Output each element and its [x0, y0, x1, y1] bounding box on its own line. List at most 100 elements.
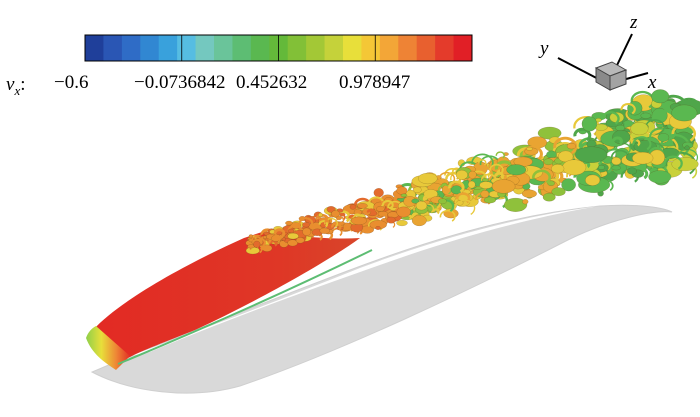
vortex-blob — [331, 210, 340, 218]
colorbar-cell — [140, 35, 160, 61]
vortex-blob — [295, 237, 305, 244]
vortex-blob — [630, 138, 641, 147]
vortex-blob — [479, 181, 493, 189]
colorbar-cell — [214, 35, 233, 61]
vortex-blob — [684, 145, 690, 151]
colorbar-tick-label-0: −0.6 — [54, 72, 89, 93]
vortex-blob — [248, 234, 254, 239]
vortex-blob — [417, 172, 438, 185]
colorbar-cell — [287, 35, 307, 61]
variable-separator: : — [20, 74, 26, 95]
vortex-blob — [281, 237, 286, 242]
vortex-blob — [262, 235, 267, 240]
body-upper-surface — [93, 232, 360, 364]
vortex-blob — [432, 208, 440, 215]
colorbar-tick-label-2: 0.452632 — [236, 72, 308, 93]
vortex-blob — [626, 167, 638, 175]
vortex-blob — [612, 136, 623, 145]
vortex-blob — [574, 146, 608, 163]
vortex-blob — [375, 226, 381, 230]
vortex-blob — [412, 186, 422, 194]
vortex-blob — [645, 119, 665, 134]
colorbar-tick-label-1: −0.0736842 — [134, 72, 226, 93]
axis-label-y: y — [540, 38, 549, 59]
vortex-blob — [671, 157, 699, 172]
colorbar-cell — [324, 35, 344, 61]
vortex-blob — [411, 198, 420, 204]
colorbar-cell — [306, 35, 326, 61]
vortex-blob — [611, 165, 622, 171]
vortex-blob — [376, 205, 385, 212]
vortex-blob — [481, 178, 489, 182]
vortex-blob — [400, 193, 408, 198]
vortex-blob — [657, 133, 670, 142]
vortex-structures — [245, 89, 700, 255]
vortex-blob — [396, 219, 408, 227]
body-underside — [90, 204, 673, 394]
vortex-blob — [302, 221, 311, 228]
vortex-blob — [467, 180, 476, 189]
vortex-blob — [676, 148, 698, 165]
vortex-blob — [495, 151, 506, 159]
vortex-blob — [439, 209, 456, 222]
vortex-blob — [620, 102, 636, 115]
vortex-blob — [302, 227, 312, 236]
vortex-blob — [454, 199, 476, 215]
vortex-blob — [287, 232, 299, 240]
vortex-blob — [611, 157, 622, 166]
colorbar-cell — [361, 35, 381, 61]
colorbar-cell — [250, 35, 270, 61]
vortex-blob — [336, 216, 345, 223]
vortex-blob — [537, 126, 562, 140]
vortex-blob — [648, 170, 672, 184]
vortex-blob — [630, 121, 649, 136]
vortex-blob — [491, 179, 516, 194]
vortex-blob — [566, 142, 577, 150]
colorbar-cell — [195, 35, 215, 61]
colorbar-variable-label: vx: — [6, 74, 26, 99]
vortex-blob — [640, 112, 652, 119]
vortex-blob — [551, 163, 565, 174]
colorbar-tick-label-3: 0.978947 — [339, 72, 411, 93]
axis-cube-right — [609, 69, 627, 91]
vortex-blob — [396, 186, 408, 195]
vortex-blob — [494, 171, 504, 180]
colorbar-cell — [85, 35, 104, 61]
vortex-blob — [318, 212, 323, 218]
vortex-blob — [503, 197, 528, 212]
vortex-blob — [656, 123, 664, 129]
vortex-blob — [287, 228, 295, 234]
body-nose — [86, 326, 130, 370]
vortex-blob — [373, 188, 384, 198]
variable-subscript: x — [14, 83, 21, 98]
vortex-blob — [437, 199, 455, 212]
colorbar-cell — [103, 35, 123, 61]
vortex-blob — [298, 217, 314, 229]
vortex-blob — [448, 180, 465, 193]
vortex-blob — [480, 189, 490, 199]
colorbar-cell — [232, 35, 252, 61]
vortex-blob — [386, 216, 396, 224]
vortex-blob — [483, 196, 497, 204]
vortex-blob — [455, 169, 468, 180]
colorbar-cell — [416, 35, 436, 61]
vortex-blob — [542, 192, 556, 202]
axis-label-z: z — [630, 12, 638, 33]
vortex-blob — [532, 169, 552, 184]
colorbar-cell — [121, 35, 141, 61]
body-edge-line — [117, 249, 373, 365]
vortex-blob — [562, 159, 587, 176]
vortex-blob — [349, 204, 357, 210]
vortex-blob — [678, 97, 700, 114]
vortex-blob — [671, 104, 698, 122]
vortex-blob — [268, 239, 278, 247]
variable-symbol: v — [6, 74, 15, 95]
vortex-blob — [272, 234, 281, 242]
vortex-blob — [366, 208, 376, 216]
vortex-blob — [489, 163, 504, 175]
vortex-blob — [381, 199, 394, 209]
colorbar-cell — [379, 35, 399, 61]
vortex-blob — [478, 159, 487, 166]
vortex-blob — [663, 155, 683, 170]
